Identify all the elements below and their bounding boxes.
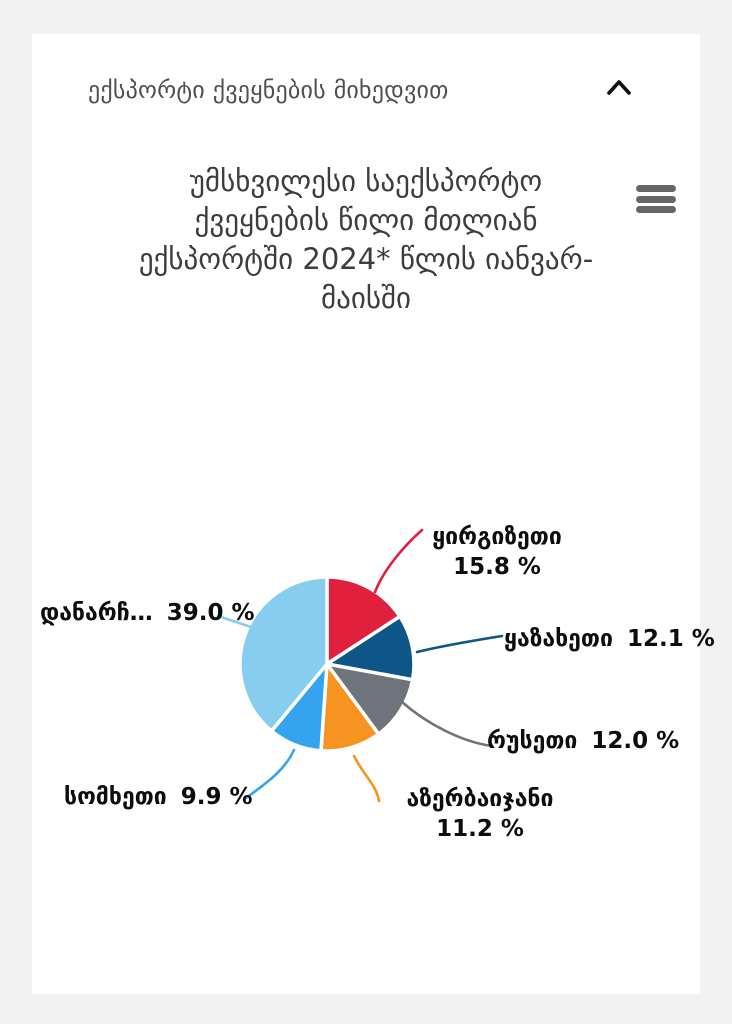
chart-title: უმსხვილესი საექსპორტო ქვეყნების წილი მთლ… (138, 164, 594, 315)
slice-label-azerbaijan: აზერბაიჯანი 11.2 % (406, 786, 554, 842)
connector-line-0 (373, 528, 424, 594)
slice-label-russia: რუსეთი 12.0 % (487, 728, 680, 754)
hamburger-menu-icon (636, 185, 676, 192)
chevron-up-icon[interactable] (602, 74, 636, 104)
connector-line-4 (244, 748, 296, 800)
slice-label-kazakhstan: ყაზახეთი 12.1 % (504, 626, 715, 652)
accordion-title: ექსპორტი ქვეყნების მიხედვით (88, 76, 449, 104)
pie-slice-0[interactable] (325, 575, 402, 666)
slice-label-armenia: სომხეთი 9.9 % (64, 784, 253, 810)
connector-line-5 (216, 614, 256, 630)
chart-card: ექსპორტი ქვეყნების მიხედვით უმსხვილესი ს… (32, 34, 715, 994)
pie-slice-5[interactable] (238, 575, 329, 733)
connector-line-3 (352, 754, 381, 803)
accordion-header[interactable]: ექსპორტი ქვეყნების მიხედვით (32, 62, 700, 126)
chart-menu-button[interactable] (636, 184, 678, 214)
pie-chart-canvas (216, 528, 504, 803)
connector-line-1 (415, 634, 504, 654)
pie-chart: ყირგიზეთი 15.8 % ყაზახეთი 12.1 % რუსეთი … (32, 484, 715, 924)
slice-label-rest: დანარჩ… 39.0 % (40, 600, 255, 626)
connector-line-2 (400, 700, 494, 748)
slice-label-kyrgyzstan: ყირგიზეთი 15.8 % (432, 524, 562, 580)
